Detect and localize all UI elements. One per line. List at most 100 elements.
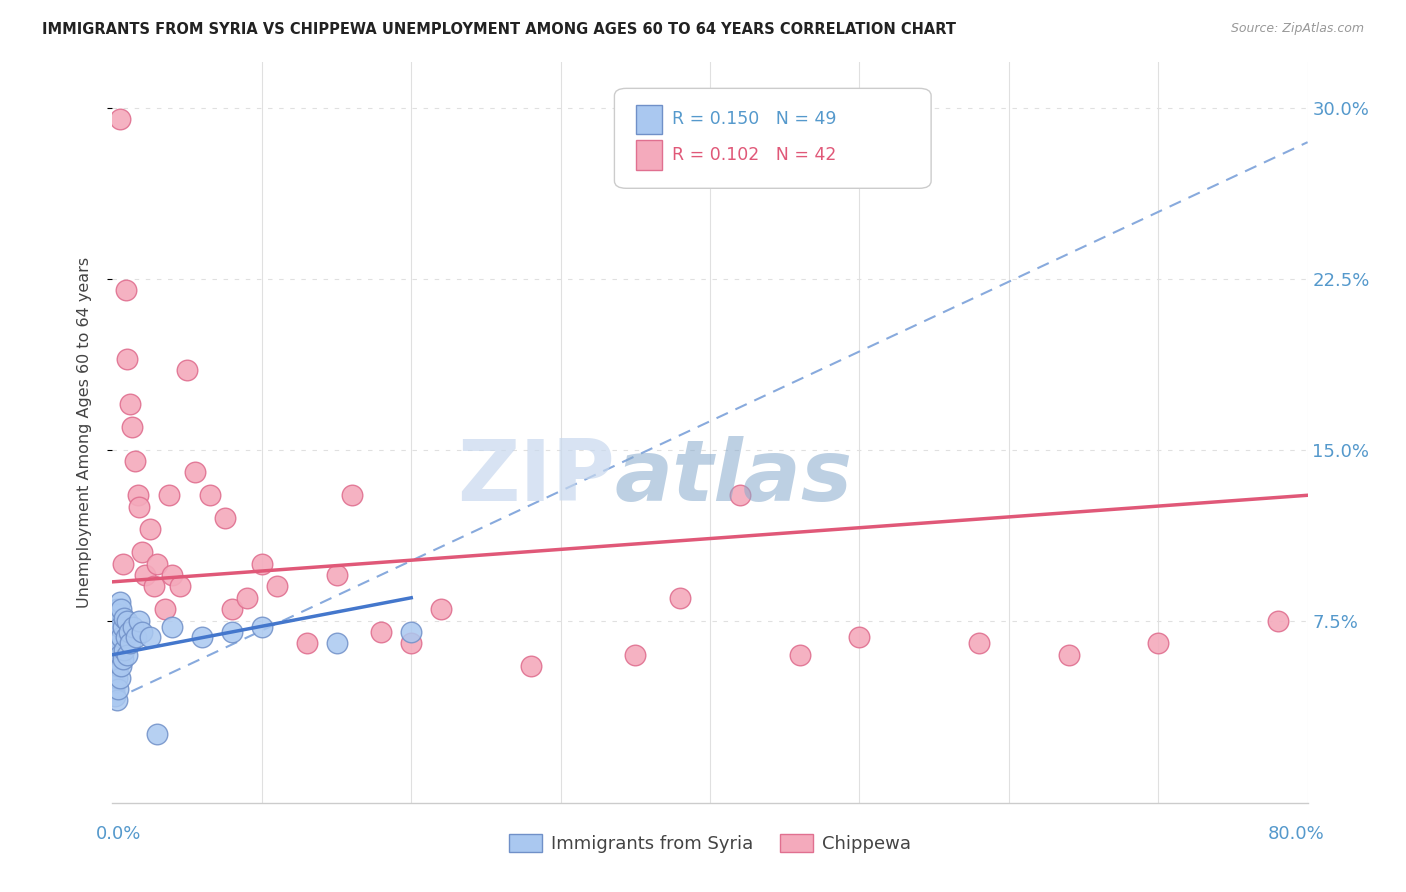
Point (340, 488, 363, 502)
Point (111, 652, 134, 666)
Point (250, 557, 273, 571)
Point (143, 579, 166, 593)
Point (624, 648, 647, 662)
Point (111, 557, 134, 571)
Point (430, 602, 453, 616)
Point (105, 671, 128, 685)
Y-axis label: Unemployment Among Ages 60 to 64 years: Unemployment Among Ages 60 to 64 years (77, 257, 91, 608)
Text: atlas: atlas (614, 435, 852, 518)
Point (105, 624, 128, 639)
Point (669, 591, 692, 605)
Point (120, 397, 142, 411)
Point (370, 624, 392, 639)
Point (176, 363, 198, 377)
FancyBboxPatch shape (614, 88, 931, 188)
Point (295, 636, 318, 650)
Point (120, 636, 142, 650)
Point (103, 659, 125, 673)
Point (157, 488, 180, 502)
Point (139, 523, 162, 537)
Point (162, 568, 183, 582)
Point (125, 630, 148, 644)
Point (117, 648, 139, 662)
Point (401, 624, 423, 639)
Point (103, 636, 125, 650)
Point (134, 568, 156, 582)
Text: R = 0.102   N = 42: R = 0.102 N = 42 (672, 146, 837, 164)
Point (104, 640, 127, 655)
Point (789, 648, 811, 662)
Point (105, 648, 128, 662)
Point (214, 511, 236, 525)
Point (1267, 614, 1289, 628)
Text: 0.0%: 0.0% (96, 825, 141, 843)
Point (105, 693, 128, 707)
Point (325, 568, 347, 582)
Bar (636, 140, 662, 169)
Point (728, 488, 751, 502)
Point (146, 727, 169, 741)
Point (108, 112, 131, 127)
Point (146, 557, 169, 571)
Point (128, 614, 150, 628)
Point (325, 636, 347, 650)
Point (103, 681, 125, 696)
Point (115, 283, 138, 297)
Point (107, 636, 129, 650)
Point (114, 643, 135, 657)
Bar (636, 104, 662, 135)
Point (128, 500, 150, 514)
Point (108, 648, 131, 662)
Point (111, 620, 134, 634)
Point (103, 624, 125, 639)
Point (107, 659, 129, 673)
Point (104, 664, 127, 678)
Point (520, 659, 543, 673)
Point (110, 602, 132, 616)
Text: Source: ZipAtlas.com: Source: ZipAtlas.com (1230, 22, 1364, 36)
Point (104, 652, 127, 666)
Point (107, 681, 129, 696)
Point (266, 579, 288, 593)
Point (121, 420, 143, 434)
Point (104, 689, 127, 703)
Point (236, 591, 259, 605)
Point (198, 488, 221, 502)
Point (110, 659, 132, 673)
Point (967, 636, 990, 650)
Point (124, 454, 146, 468)
Point (139, 630, 162, 644)
Point (153, 602, 176, 616)
Legend: Immigrants from Syria, Chippewa: Immigrants from Syria, Chippewa (502, 827, 918, 861)
Point (122, 620, 145, 634)
Point (250, 620, 273, 634)
Point (105, 602, 128, 616)
Point (221, 602, 243, 616)
Point (108, 595, 131, 609)
Point (131, 545, 153, 559)
Point (183, 466, 205, 480)
Point (169, 579, 191, 593)
Point (104, 675, 127, 690)
Point (107, 607, 129, 621)
Text: IMMIGRANTS FROM SYRIA VS CHIPPEWA UNEMPLOYMENT AMONG AGES 60 TO 64 YEARS CORRELA: IMMIGRANTS FROM SYRIA VS CHIPPEWA UNEMPL… (42, 22, 956, 37)
Point (108, 620, 131, 634)
Point (117, 614, 139, 628)
Point (104, 614, 127, 628)
Point (221, 624, 243, 639)
Text: 80.0%: 80.0% (1268, 825, 1324, 843)
Point (1057, 648, 1080, 662)
Text: ZIP: ZIP (457, 435, 614, 518)
Point (848, 630, 870, 644)
Point (127, 488, 149, 502)
Point (162, 620, 183, 634)
Point (104, 630, 127, 644)
Point (114, 611, 135, 625)
Point (117, 351, 139, 366)
Point (401, 636, 423, 650)
Text: R = 0.150   N = 49: R = 0.150 N = 49 (672, 111, 837, 128)
Point (103, 648, 125, 662)
Point (118, 624, 141, 639)
Point (108, 671, 131, 685)
Point (1147, 636, 1170, 650)
